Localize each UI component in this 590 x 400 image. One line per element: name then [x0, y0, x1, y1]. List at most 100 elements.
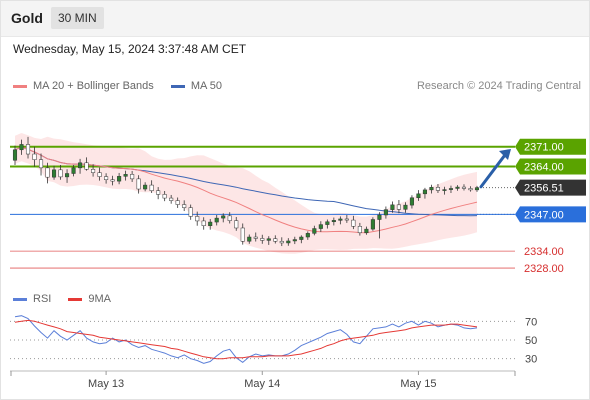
candle-68 [455, 185, 460, 191]
candle-11 [84, 157, 89, 171]
header-bar: Gold 30 MIN [0, 0, 590, 37]
candle-body-45 [305, 233, 310, 238]
candle-6 [52, 165, 57, 180]
price-legend: MA 20 + Bollinger Bands MA 50 [13, 80, 236, 92]
candle-body-54 [364, 228, 369, 234]
candle-70 [468, 186, 473, 192]
candle-body-33 [227, 215, 232, 221]
legend-rsi: RSI [13, 293, 51, 305]
candle-22 [156, 187, 161, 200]
candle-body-47 [318, 224, 323, 229]
candle-body-0 [12, 149, 18, 161]
candle-body-67 [448, 188, 454, 190]
candle-body-71 [474, 187, 480, 191]
candle-body-10 [78, 162, 83, 169]
candle-9 [71, 165, 76, 177]
candle-24 [169, 194, 174, 204]
candle-body-3 [32, 153, 37, 160]
candle-body-44 [299, 236, 304, 240]
candle-body-55 [370, 219, 375, 230]
candle-body-64 [429, 187, 434, 191]
candle-35 [240, 223, 245, 245]
candle-body-9 [71, 167, 76, 174]
candle-5 [45, 162, 50, 184]
candle-body-61 [409, 197, 414, 206]
candle-38 [260, 234, 265, 244]
legend-ma20: MA 20 + Bollinger Bands [13, 80, 154, 92]
candle-body-57 [383, 209, 388, 216]
candle-55 [370, 217, 375, 231]
candle-7 [58, 165, 63, 180]
candle-body-28 [195, 216, 200, 222]
candle-body-27 [188, 207, 193, 217]
candle-59 [396, 200, 401, 214]
candle-body-40 [273, 238, 278, 242]
candle-body-32 [221, 215, 226, 219]
x-tick-label-0: May 13 [88, 378, 124, 390]
candle-body-59 [396, 204, 401, 210]
candle-56 [377, 212, 382, 239]
candle-8 [65, 169, 70, 183]
legend-rsi-ma: 9MA [68, 293, 111, 305]
candle-61 [409, 195, 414, 209]
candle-47 [318, 221, 323, 232]
candle-71 [474, 185, 480, 192]
candle-51 [344, 215, 349, 223]
candle-46 [312, 225, 317, 236]
candle-33 [227, 212, 232, 224]
candle-body-70 [468, 188, 473, 191]
candle-21 [149, 180, 154, 193]
candle-body-68 [455, 186, 460, 189]
rsi-ma-swatch-icon [68, 297, 83, 301]
candle-42 [286, 238, 291, 246]
candle-body-66 [442, 189, 447, 191]
candle-60 [403, 202, 408, 213]
candle-54 [364, 226, 369, 235]
candle-body-17 [123, 174, 128, 177]
candle-body-48 [325, 221, 330, 225]
candle-body-65 [435, 187, 440, 191]
candle-body-35 [240, 227, 245, 242]
candle-body-6 [52, 169, 57, 178]
candle-body-11 [84, 162, 89, 170]
candle-10 [78, 158, 83, 174]
candle-body-14 [104, 176, 109, 180]
candle-body-26 [182, 204, 187, 208]
candle-body-63 [422, 189, 427, 195]
candle-45 [305, 231, 310, 240]
candle-body-19 [136, 178, 141, 190]
candle-69 [461, 184, 467, 191]
candle-body-42 [286, 240, 291, 244]
candle-34 [234, 216, 239, 231]
level-label-5: 2328.00 [524, 263, 564, 275]
level-label-0: 2371.00 [524, 142, 564, 154]
candle-25 [175, 197, 180, 208]
interval-badge[interactable]: 30 MIN [51, 7, 104, 29]
timestamp: Wednesday, May 15, 2024 3:37:48 AM CET [13, 42, 247, 56]
candle-40 [273, 235, 278, 244]
level-tag-bg-3 [515, 206, 586, 223]
candle-19 [136, 175, 141, 194]
candle-36 [247, 234, 252, 244]
candle-body-41 [279, 241, 284, 244]
candle-18 [130, 170, 135, 182]
candle-3 [32, 146, 37, 167]
ma20-line [14, 146, 478, 234]
candle-body-8 [65, 173, 70, 178]
level-tag-bg-0 [515, 138, 586, 155]
candle-20 [143, 182, 148, 192]
candle-body-15 [110, 179, 115, 182]
candle-body-23 [162, 194, 167, 199]
candle-body-20 [143, 184, 148, 190]
candle-57 [383, 206, 388, 219]
candle-body-51 [344, 218, 349, 221]
candle-52 [351, 215, 356, 230]
candle-29 [201, 217, 206, 230]
candle-58 [390, 201, 395, 213]
candle-body-37 [253, 236, 258, 239]
candle-body-22 [156, 190, 161, 195]
candle-body-52 [351, 219, 356, 227]
candle-12 [91, 164, 96, 177]
rsi-tick-label-1: 50 [525, 335, 537, 347]
